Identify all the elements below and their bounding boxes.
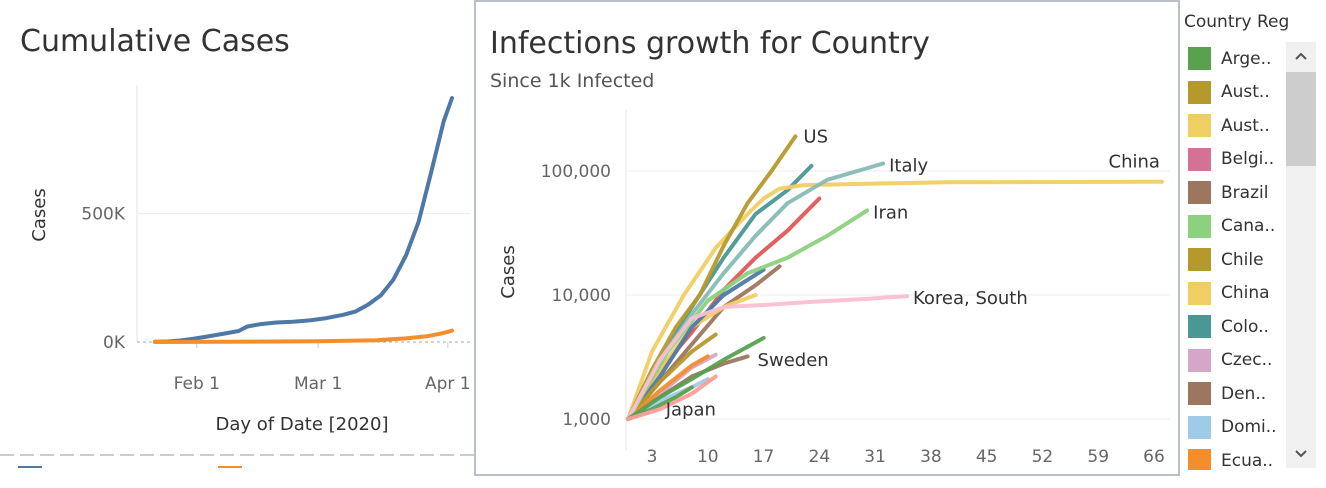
series-label: Italy <box>889 155 928 176</box>
series-line-chile <box>626 332 718 421</box>
right-chart-title: Infections growth for Country <box>490 26 930 61</box>
legend-swatch <box>1188 281 1211 305</box>
legend-label: China <box>1221 283 1270 304</box>
legend-item[interactable]: China <box>1188 277 1286 311</box>
legend-list[interactable]: Arge.. Aust.. Aust.. Belgi.. Brazil Cana.. Chi… <box>1188 42 1286 470</box>
cumulative-cases-panel: Cumulative Cases 0K 500K Feb 1 Mar 1 Apr 1 Da… <box>0 0 474 484</box>
legend-label: Cana.. <box>1221 216 1276 237</box>
legend-item[interactable]: Den.. <box>1188 377 1286 411</box>
y-axis-label: Cases <box>29 188 50 241</box>
legend-label: Aust.. <box>1221 82 1270 103</box>
legend-item[interactable]: Cana.. <box>1188 210 1286 244</box>
legend-swatch <box>1188 147 1211 171</box>
legend-swatch <box>1188 80 1211 104</box>
series-line-china <box>626 179 1164 421</box>
x-tick-label: 38 <box>920 447 942 467</box>
cumulative-cases-chart: 0K 500K Feb 1 Mar 1 Apr 1 Day of Date [2020] C… <box>29 85 471 435</box>
legend-item[interactable]: Aust.. <box>1188 109 1286 143</box>
legend-item[interactable]: Chile <box>1188 243 1286 277</box>
legend-item[interactable]: Ecua.. <box>1188 444 1286 470</box>
x-tick-label: 45 <box>976 447 998 467</box>
y-tick-label: 0K <box>103 333 126 353</box>
y-axis-label: Cases <box>498 245 519 298</box>
scroll-thumb[interactable] <box>1286 72 1316 166</box>
y-tick-label: 500K <box>81 205 125 225</box>
series-label: China <box>1109 152 1160 173</box>
series-line-canada <box>626 267 766 421</box>
chevron-up-icon[interactable] <box>1286 42 1316 70</box>
series-line-us <box>626 134 798 421</box>
legend-label: Arge.. <box>1221 48 1272 69</box>
series-label: Korea, South <box>913 288 1028 309</box>
x-tick-label: 66 <box>1143 447 1165 467</box>
left-chart-title: Cumulative Cases <box>20 24 290 59</box>
y-tick-label: 1,000 <box>562 410 611 430</box>
legend-item[interactable]: Aust.. <box>1188 76 1286 110</box>
legend-item[interactable]: Brazil <box>1188 176 1286 210</box>
x-tick-label: 10 <box>697 447 719 467</box>
country-legend-panel: Country Regi.. Arge.. Aust.. Aust.. Belgi..… <box>1180 0 1326 476</box>
legend-label: Ecua.. <box>1221 450 1274 470</box>
series-line-ecuador <box>626 354 710 421</box>
x-tick-label: 3 <box>647 447 658 467</box>
x-tick-label: Mar 1 <box>294 374 342 394</box>
legend-item[interactable]: Belgi.. <box>1188 143 1286 177</box>
x-tick-label: 59 <box>1087 447 1109 467</box>
series-line-0 <box>153 96 454 344</box>
legend-swatch <box>1188 47 1211 71</box>
series-line-japan <box>626 374 718 421</box>
left-legend-strip <box>0 450 474 484</box>
series-label: Sweden <box>758 350 829 371</box>
series-label: Iran <box>873 203 908 224</box>
legend-item[interactable]: Domi.. <box>1188 411 1286 445</box>
legend-swatch <box>1188 248 1211 272</box>
legend-label: Czec.. <box>1221 350 1273 371</box>
legend-swatch <box>1188 415 1211 439</box>
x-axis-label: Day of Date [2020] <box>216 414 389 435</box>
x-tick-label: 24 <box>809 447 831 467</box>
y-tick-label: 100,000 <box>541 162 611 182</box>
x-tick-label: Feb 1 <box>174 374 220 394</box>
legend-label: Aust.. <box>1221 115 1270 136</box>
x-tick-label: Apr 1 <box>425 374 471 394</box>
legend-item[interactable]: Czec.. <box>1188 344 1286 378</box>
infections-growth-panel[interactable]: Infections growth for Country Since 1k I… <box>474 0 1180 476</box>
series-line-italy <box>626 161 886 421</box>
legend-swatch <box>1188 382 1211 406</box>
legend-swatch <box>1188 449 1211 470</box>
series-line-1 <box>153 328 454 344</box>
legend-label: Brazil <box>1221 182 1269 203</box>
legend-label: Chile <box>1221 249 1264 270</box>
legend-label: Domi.. <box>1221 417 1277 438</box>
legend-swatch <box>1188 214 1211 238</box>
legend-label: Colo.. <box>1221 316 1269 337</box>
series-label: Japan <box>665 400 716 421</box>
legend-label: Belgi.. <box>1221 149 1275 170</box>
legend-swatch <box>1188 181 1211 205</box>
legend-swatch <box>1188 348 1211 372</box>
series-label: US <box>803 126 828 147</box>
legend-title: Country Regi.. <box>1184 12 1288 32</box>
legend-scrollbar[interactable] <box>1286 42 1316 468</box>
right-chart-subtitle: Since 1k Infected <box>490 70 655 92</box>
x-tick-label: 52 <box>1032 447 1054 467</box>
legend-swatch <box>1188 114 1211 138</box>
series-line-sweden <box>626 336 766 421</box>
series-line-korea-south <box>626 294 909 421</box>
legend-swatch <box>1188 315 1211 339</box>
infections-growth-chart: 1,000 10,000 100,000 3 10 17 24 31 38 45 52 59 66 Cas… <box>498 110 1170 467</box>
legend-label: Den.. <box>1221 383 1267 404</box>
chevron-down-icon[interactable] <box>1286 440 1316 468</box>
legend-item[interactable]: Arge.. <box>1188 42 1286 76</box>
x-tick-label: 17 <box>753 447 775 467</box>
y-tick-label: 10,000 <box>552 286 611 306</box>
legend-item[interactable]: Colo.. <box>1188 310 1286 344</box>
x-tick-label: 31 <box>864 447 886 467</box>
